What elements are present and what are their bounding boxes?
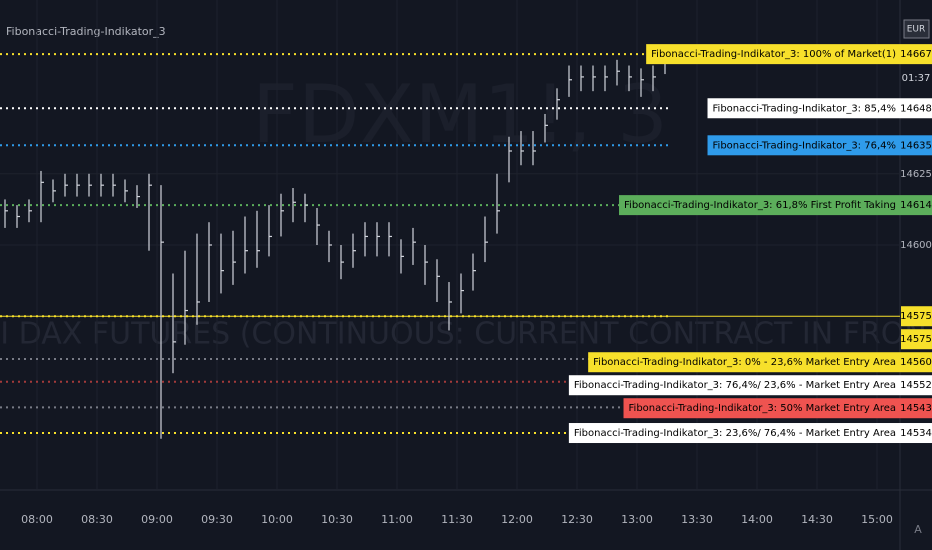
level-label-box	[588, 352, 901, 373]
level-label: Fibonacci-Trading-Indikator_3: 0% - 23,6…	[593, 357, 896, 368]
x-tick-label: 08:00	[21, 513, 53, 526]
subtitle: MINI DAX FUTURES (CONTINUOUS: CURRENT CO…	[0, 317, 932, 352]
level-label-box	[646, 44, 901, 65]
level-label: Fibonacci-Trading-Indikator_3: 85,4%	[713, 103, 896, 114]
price-box	[901, 306, 932, 327]
currency-box	[903, 19, 930, 39]
price-label: 14635	[900, 140, 932, 151]
x-tick-label: 14:00	[741, 513, 773, 526]
y-tick-label: 14625	[900, 169, 932, 180]
x-tick-label: 08:30	[81, 513, 113, 526]
price-box	[901, 375, 932, 396]
x-tick-label: 12:00	[501, 513, 533, 526]
level-label: Fibonacci-Trading-Indikator_3: 61,8% Fir…	[624, 200, 896, 211]
price-box	[901, 98, 932, 119]
level-label-box	[707, 98, 901, 119]
level-label-box	[619, 195, 901, 216]
level-label: Fibonacci-Trading-Indikator_3: 76,4%/ 23…	[574, 380, 896, 391]
price-box	[901, 423, 932, 444]
level-label: Fibonacci-Trading-Indikator_3: 76,4%	[713, 140, 896, 151]
level-label: Fibonacci-Trading-Indikator_3: 100% of M…	[651, 49, 896, 60]
price-label: 14575	[900, 311, 932, 322]
price-label: 14575	[900, 334, 932, 345]
level-label: Fibonacci-Trading-Indikator_3: 23,6%/ 76…	[574, 428, 896, 439]
x-tick-label: 13:30	[681, 513, 713, 526]
price-box	[901, 398, 932, 419]
chart-title: Fibonacci-Trading-Indikator_3	[6, 25, 166, 38]
price-label: 14552	[900, 380, 932, 391]
price-box	[901, 352, 932, 373]
level-label-box	[568, 423, 901, 444]
x-tick-label: 11:00	[381, 513, 413, 526]
x-tick-label: 11:30	[441, 513, 473, 526]
price-label: 14534	[900, 428, 932, 439]
level-label: Fibonacci-Trading-Indikator_3: 50% Marke…	[629, 403, 896, 414]
price-label: 14543	[900, 403, 932, 414]
auto-button[interactable]: A	[914, 523, 922, 536]
x-tick-label: 15:00	[861, 513, 893, 526]
price-label: 14560	[900, 357, 932, 368]
x-tick-label: 10:30	[321, 513, 353, 526]
price-label: 14667	[900, 49, 932, 60]
x-tick-label: 10:00	[261, 513, 293, 526]
level-label-box	[707, 135, 901, 156]
level-label-box	[568, 375, 901, 396]
price-box	[901, 329, 932, 350]
countdown: 01:37	[902, 73, 931, 84]
x-tick-label: 09:30	[201, 513, 233, 526]
level-label-box	[623, 398, 901, 419]
price-label: 14648	[900, 103, 932, 114]
y-tick-label: 14600	[900, 240, 932, 251]
price-label: 14614	[900, 200, 932, 211]
x-tick-label: 14:30	[801, 513, 833, 526]
x-tick-label: 13:00	[621, 513, 653, 526]
price-box	[901, 44, 932, 65]
watermark: FDXM1!, 3	[252, 68, 668, 161]
x-tick-label: 12:30	[561, 513, 593, 526]
x-tick-label: 09:00	[141, 513, 173, 526]
price-box	[901, 135, 932, 156]
price-box	[901, 195, 932, 216]
currency: EUR	[907, 25, 926, 35]
